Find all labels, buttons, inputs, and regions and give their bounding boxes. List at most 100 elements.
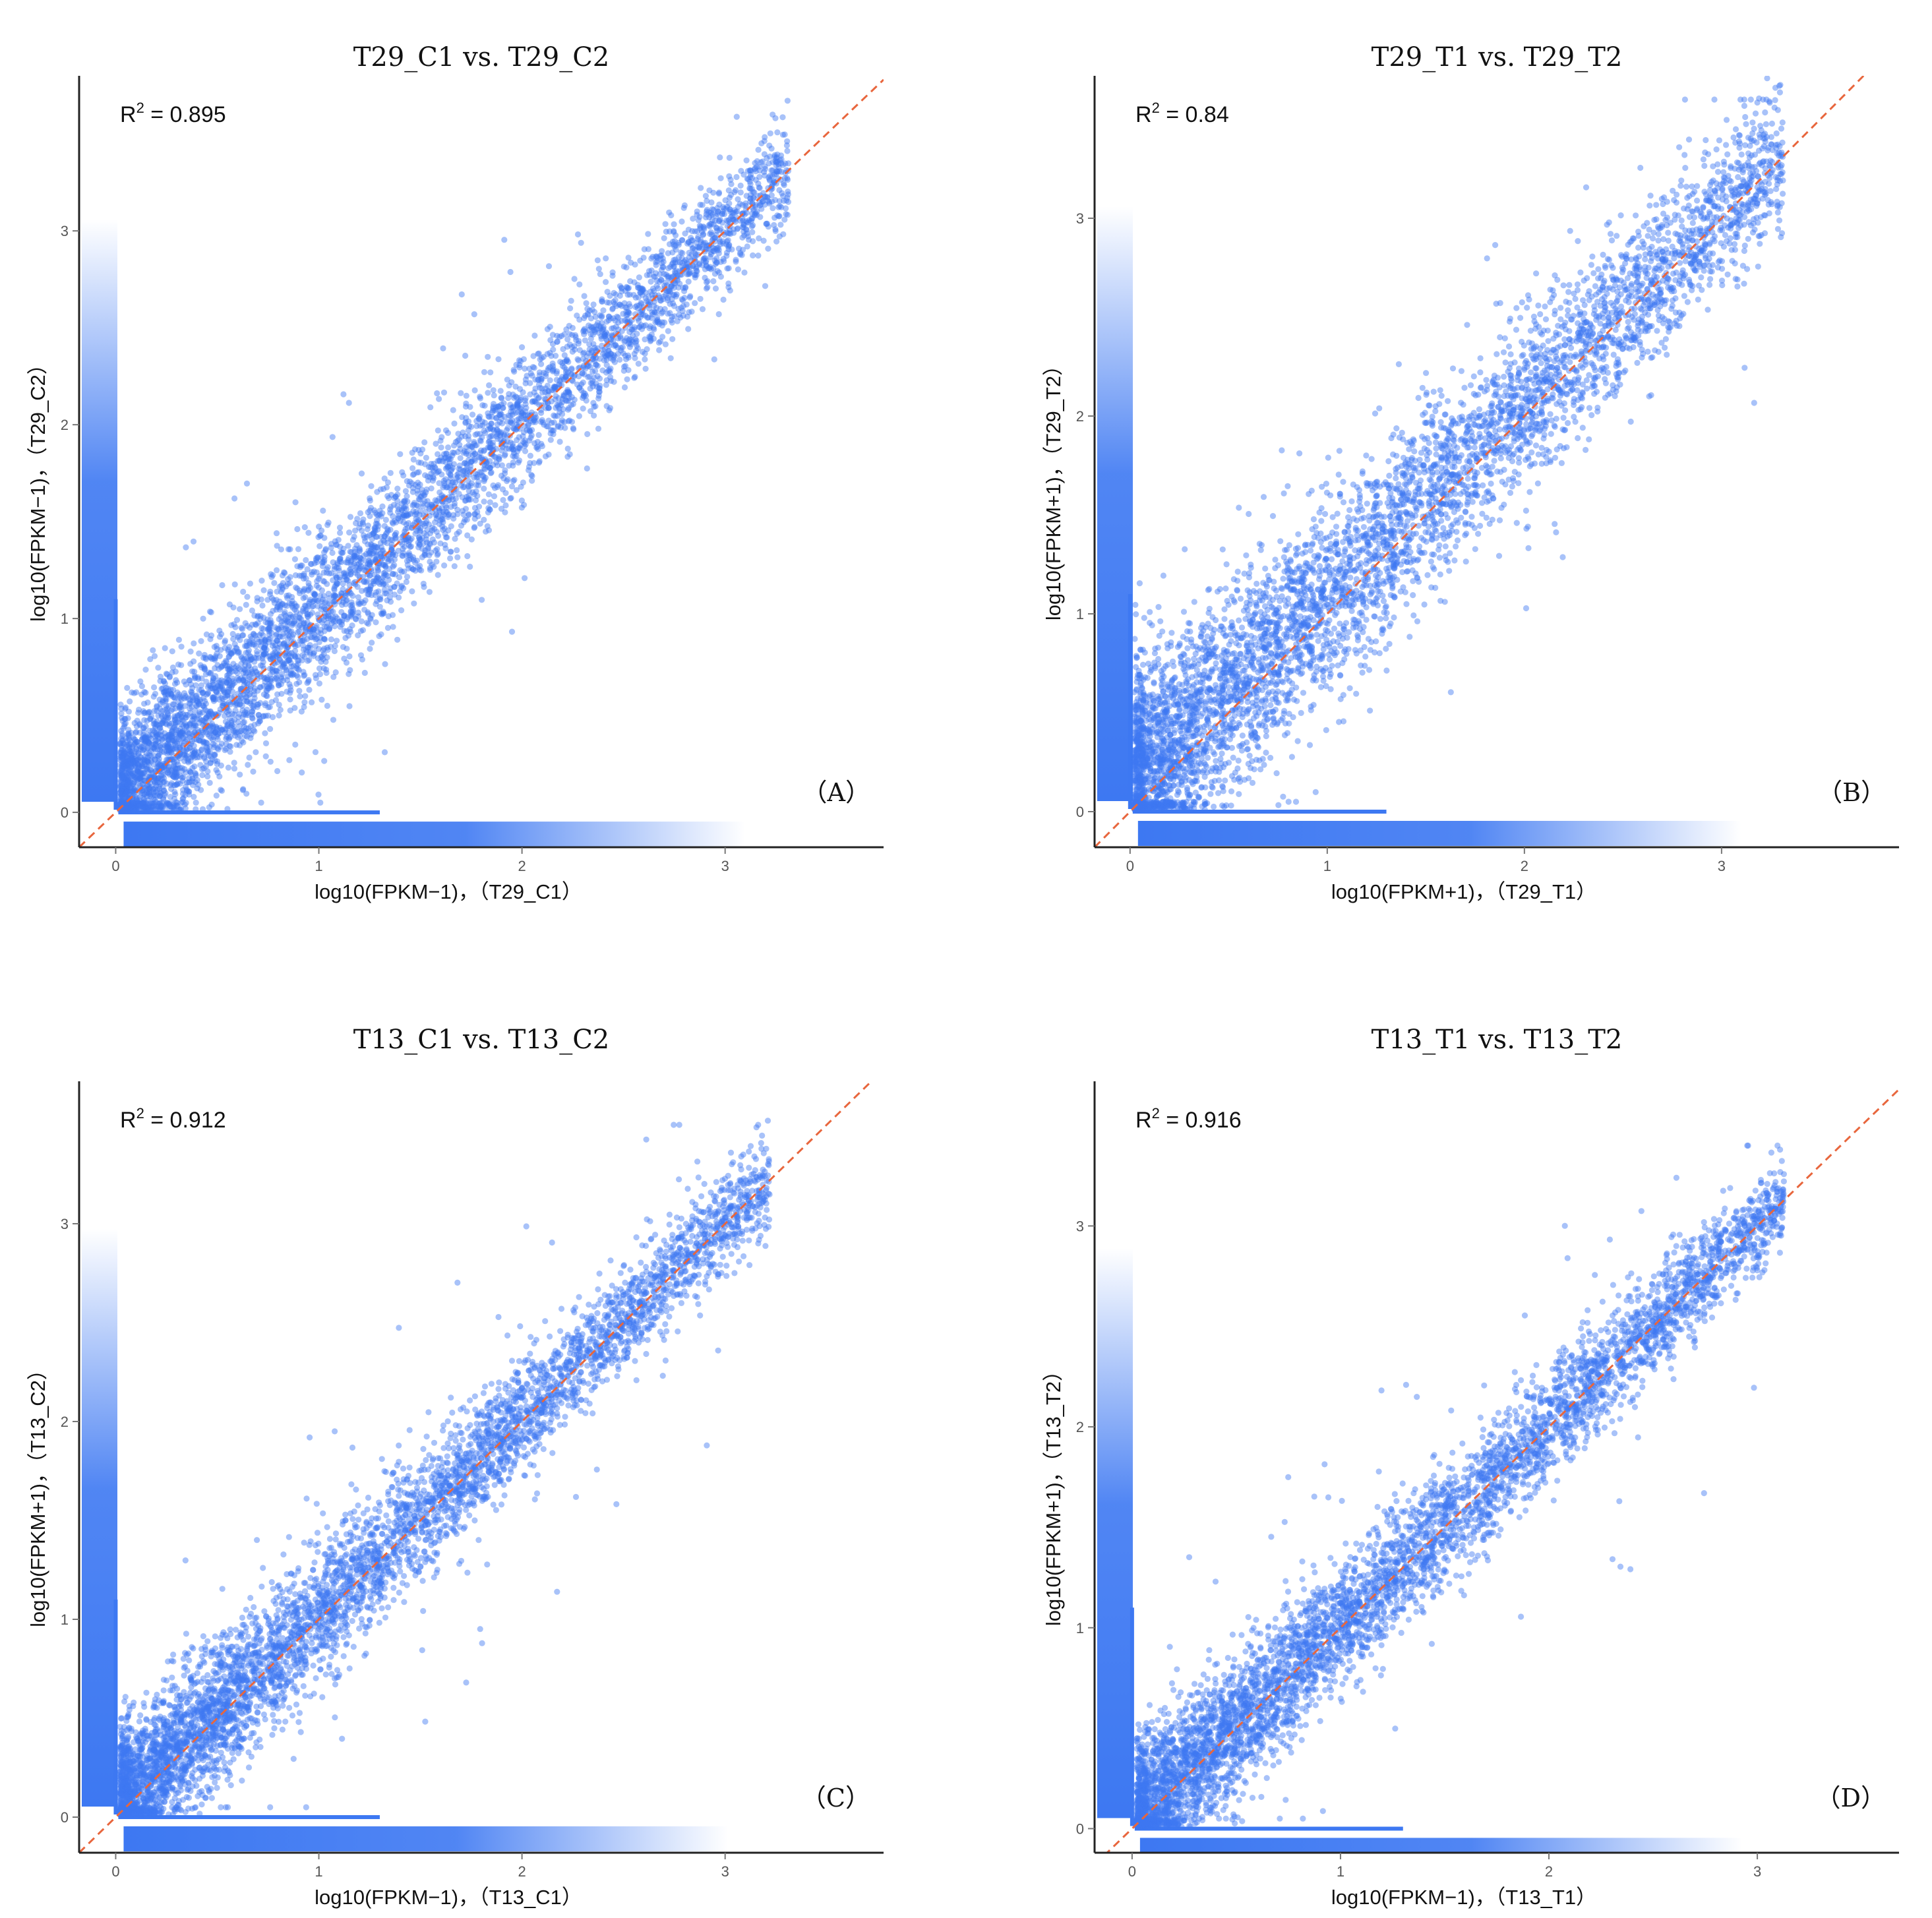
- data-point: [557, 377, 563, 384]
- data-point: [661, 271, 667, 278]
- data-point: [418, 567, 425, 574]
- data-point: [715, 311, 722, 318]
- data-point: [748, 218, 754, 224]
- data-point: [508, 419, 514, 427]
- data-point: [600, 307, 607, 314]
- data-point: [274, 691, 281, 698]
- data-point: [260, 674, 267, 681]
- data-point: [700, 231, 706, 238]
- data-point: [699, 202, 706, 208]
- data-point: [336, 618, 343, 625]
- data-point: [743, 157, 750, 164]
- data-point: [773, 155, 779, 162]
- data-point: [481, 465, 487, 471]
- data-point: [538, 361, 545, 367]
- data-point: [125, 805, 131, 812]
- data-point: [750, 252, 756, 258]
- data-point: [137, 758, 144, 765]
- data-point: [447, 471, 454, 478]
- data-point: [434, 390, 440, 397]
- data-point: [118, 710, 125, 717]
- data-point: [493, 459, 500, 465]
- data-point: [458, 390, 464, 396]
- data-point: [547, 377, 553, 384]
- data-point: [183, 752, 190, 759]
- data-point: [121, 806, 127, 813]
- data-point: [413, 502, 420, 509]
- data-point: [536, 369, 543, 376]
- data-point: [489, 439, 497, 446]
- data-point: [292, 643, 299, 649]
- data-point: [502, 470, 508, 477]
- data-point: [338, 618, 345, 625]
- data-point: [131, 690, 137, 696]
- data-point: [191, 669, 198, 675]
- data-point: [679, 218, 685, 225]
- data-point: [171, 701, 177, 707]
- data-point: [367, 572, 373, 579]
- data-point: [420, 540, 427, 547]
- data-point: [714, 204, 721, 212]
- data-point: [720, 296, 727, 303]
- data-point: [151, 684, 158, 691]
- data-point: [193, 806, 199, 812]
- data-point: [762, 163, 768, 170]
- data-point: [404, 553, 410, 559]
- data-point: [119, 785, 126, 792]
- data-point: [260, 713, 266, 720]
- data-point: [776, 233, 783, 240]
- data-point: [169, 664, 176, 671]
- data-point: [374, 489, 380, 495]
- data-point: [580, 405, 586, 412]
- data-point: [717, 175, 724, 181]
- data-point: [242, 620, 249, 626]
- data-point: [312, 596, 318, 603]
- data-point: [373, 619, 379, 626]
- data-point: [350, 606, 357, 613]
- data-point: [393, 534, 400, 541]
- data-point: [454, 531, 460, 537]
- data-point: [365, 611, 372, 617]
- data-point: [567, 305, 574, 312]
- data-point: [651, 309, 658, 316]
- data-point: [391, 494, 398, 501]
- data-point: [179, 791, 187, 797]
- data-point: [479, 472, 486, 479]
- data-point: [785, 189, 791, 195]
- data-point: [295, 618, 302, 624]
- data-point: [332, 597, 338, 605]
- data-point: [659, 309, 666, 315]
- data-point: [131, 786, 137, 793]
- data-point: [119, 793, 125, 800]
- data-point: [621, 300, 628, 307]
- data-point: [267, 653, 274, 659]
- data-point: [243, 601, 249, 609]
- data-point: [783, 205, 789, 212]
- data-point: [770, 205, 776, 212]
- data-point: [286, 757, 293, 764]
- data-point: [387, 526, 394, 533]
- data-point: [394, 636, 401, 643]
- data-point: [164, 750, 171, 757]
- data-point: [532, 419, 539, 425]
- data-point: [685, 326, 692, 332]
- data-point: [251, 685, 258, 692]
- data-point: [536, 458, 543, 465]
- data-point: [442, 541, 448, 549]
- data-point: [253, 749, 259, 756]
- data-point: [309, 603, 315, 610]
- data-point: [564, 386, 571, 394]
- data-point: [609, 306, 616, 313]
- data-point: [177, 693, 183, 700]
- data-point: [760, 198, 766, 204]
- data-point: [485, 413, 492, 420]
- data-point: [321, 624, 328, 630]
- data-point: [710, 189, 717, 196]
- data-point: [677, 315, 684, 321]
- data-point: [708, 229, 714, 235]
- data-point: [299, 562, 305, 569]
- data-point: [564, 454, 571, 460]
- data-point: [336, 529, 344, 536]
- data-point: [140, 771, 147, 777]
- data-point: [581, 326, 588, 332]
